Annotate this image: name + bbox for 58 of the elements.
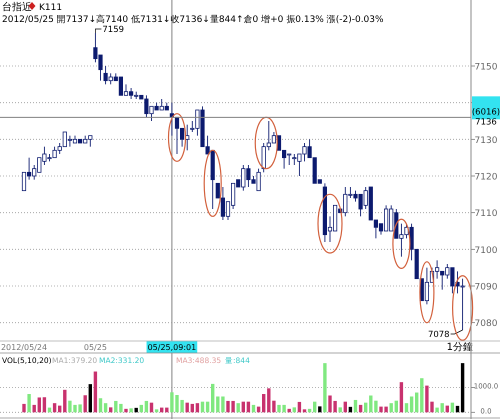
bar bbox=[236, 403, 240, 412]
y-tick-label: 7110 bbox=[474, 209, 498, 220]
bar bbox=[134, 408, 138, 412]
bar bbox=[88, 384, 92, 412]
y-tick-label: 7120 bbox=[474, 172, 498, 182]
bar bbox=[98, 398, 102, 412]
bar bbox=[384, 406, 388, 412]
bar bbox=[104, 403, 108, 412]
bar bbox=[318, 406, 322, 412]
y-tick-label: 7080 bbox=[474, 319, 498, 330]
bar bbox=[180, 400, 184, 412]
bar bbox=[400, 382, 404, 412]
bar bbox=[48, 408, 52, 412]
bar bbox=[379, 406, 383, 412]
x-tick-label: 2012/05/24 bbox=[0, 343, 48, 352]
text: 2012/05/25 開7137↓高7140 低7131↓收7136↓量844↑倉0 增+0 振0.13% 漲(-2)-0.03% bbox=[2, 14, 384, 25]
text: (6016) bbox=[472, 107, 500, 118]
y-tick-label: 7090 bbox=[474, 282, 498, 292]
bar bbox=[446, 406, 449, 412]
bar bbox=[154, 409, 158, 412]
chart-title: 台指近 bbox=[2, 1, 32, 13]
bar bbox=[323, 363, 327, 412]
y-tick-label: 7150 bbox=[474, 62, 498, 72]
x-tick-label: 05/25,09:01 bbox=[148, 343, 196, 352]
annotation: 7078 bbox=[428, 330, 450, 340]
bar bbox=[129, 408, 133, 412]
bar bbox=[450, 402, 454, 412]
bar bbox=[460, 363, 464, 412]
bar bbox=[109, 407, 112, 412]
ref-line-label: 7136 bbox=[475, 117, 497, 128]
bar bbox=[78, 404, 82, 412]
bar bbox=[288, 408, 291, 412]
bar bbox=[282, 404, 286, 412]
bar bbox=[456, 406, 460, 412]
bar bbox=[170, 392, 174, 412]
bar bbox=[68, 400, 72, 412]
bar bbox=[344, 402, 347, 412]
y-tick-label: 7130 bbox=[474, 136, 498, 146]
bar bbox=[430, 402, 434, 412]
bar bbox=[231, 400, 235, 412]
bar bbox=[333, 400, 337, 412]
bar bbox=[200, 402, 204, 412]
bar bbox=[94, 372, 98, 412]
bar bbox=[404, 403, 408, 412]
annotation: 7159 bbox=[102, 25, 124, 35]
annotation: K111 bbox=[39, 3, 62, 13]
bar bbox=[425, 386, 429, 412]
bar bbox=[338, 407, 342, 412]
bar bbox=[302, 409, 306, 412]
bar bbox=[150, 402, 154, 412]
bar bbox=[84, 395, 87, 412]
bar bbox=[358, 404, 362, 412]
y-tick-label: 7100 bbox=[474, 246, 498, 256]
bar bbox=[292, 407, 296, 412]
bar bbox=[348, 406, 352, 412]
x-tick-label: 05/25 bbox=[84, 343, 107, 352]
bar bbox=[298, 402, 302, 412]
bar bbox=[27, 394, 31, 412]
